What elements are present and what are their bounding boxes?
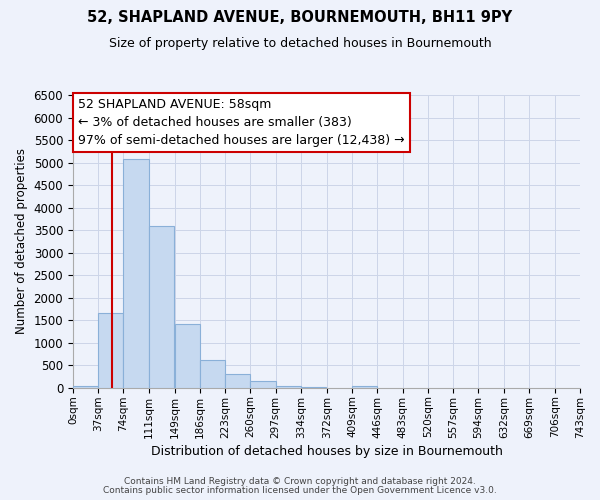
Text: Size of property relative to detached houses in Bournemouth: Size of property relative to detached ho… bbox=[109, 38, 491, 51]
Text: 52, SHAPLAND AVENUE, BOURNEMOUTH, BH11 9PY: 52, SHAPLAND AVENUE, BOURNEMOUTH, BH11 9… bbox=[88, 10, 512, 25]
Bar bbox=[352, 386, 377, 388]
Bar bbox=[98, 314, 124, 388]
Bar bbox=[200, 360, 225, 388]
Bar bbox=[225, 374, 250, 388]
Text: Contains HM Land Registry data © Crown copyright and database right 2024.: Contains HM Land Registry data © Crown c… bbox=[124, 477, 476, 486]
Bar bbox=[250, 382, 275, 388]
Bar bbox=[301, 387, 326, 388]
Y-axis label: Number of detached properties: Number of detached properties bbox=[15, 148, 28, 334]
Text: Contains public sector information licensed under the Open Government Licence v3: Contains public sector information licen… bbox=[103, 486, 497, 495]
Bar bbox=[124, 159, 149, 388]
Bar bbox=[175, 324, 200, 388]
Bar bbox=[73, 386, 98, 388]
Text: 52 SHAPLAND AVENUE: 58sqm
← 3% of detached houses are smaller (383)
97% of semi-: 52 SHAPLAND AVENUE: 58sqm ← 3% of detach… bbox=[78, 98, 404, 147]
X-axis label: Distribution of detached houses by size in Bournemouth: Distribution of detached houses by size … bbox=[151, 444, 502, 458]
Bar bbox=[149, 226, 174, 388]
Bar bbox=[275, 386, 301, 388]
